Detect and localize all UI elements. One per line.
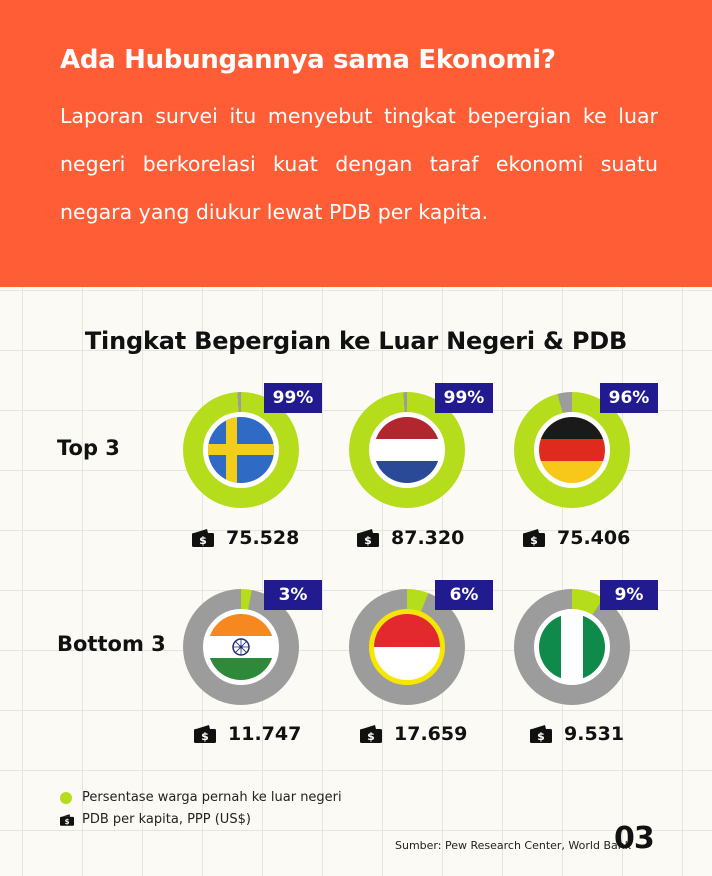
netherlands-flag-icon xyxy=(369,412,445,488)
svg-text:$: $ xyxy=(364,534,372,547)
gdp-netherlands: $ 87.320 xyxy=(357,526,464,550)
percent-badge-netherlands: 99% xyxy=(435,383,493,413)
gdp-sweden: $ 75.528 xyxy=(192,526,299,550)
svg-text:$: $ xyxy=(367,730,375,743)
sweden-flag-icon xyxy=(203,412,279,488)
svg-text:$: $ xyxy=(537,730,545,743)
donut-sweden xyxy=(183,392,299,508)
legend-item-percent: Persentase warga pernah ke luar negeri xyxy=(60,790,342,805)
wallet-icon: $ xyxy=(360,725,382,743)
header-title: Ada Hubungannya sama Ekonomi? xyxy=(60,45,556,75)
green-dot-icon xyxy=(60,791,72,804)
nigeria-flag-icon xyxy=(534,609,610,685)
wallet-icon: $ xyxy=(357,529,379,547)
svg-text:$: $ xyxy=(530,534,538,547)
svg-text:$: $ xyxy=(201,730,209,743)
row-label-bottom: Bottom 3 xyxy=(57,632,166,656)
percent-badge-indonesia: 6% xyxy=(435,580,493,610)
wallet-icon: $ xyxy=(530,725,552,743)
donut-netherlands xyxy=(349,392,465,508)
grid-background xyxy=(0,287,712,876)
svg-text:$: $ xyxy=(65,817,70,825)
row-label-top: Top 3 xyxy=(57,436,120,460)
gdp-value: 75.406 xyxy=(557,527,631,549)
germany-flag-icon xyxy=(534,412,610,488)
wallet-icon: $ xyxy=(194,725,216,743)
gdp-value: 17.659 xyxy=(394,723,468,745)
wallet-icon: $ xyxy=(523,529,545,547)
chart-title: Tingkat Bepergian ke Luar Negeri & PDB xyxy=(84,327,628,355)
percent-badge-germany: 96% xyxy=(600,383,658,413)
gdp-value: 9.531 xyxy=(564,723,625,745)
header-body-text: Laporan survei itu menyebut tingkat bepe… xyxy=(60,104,658,224)
gdp-value: 11.747 xyxy=(228,723,302,745)
svg-text:$: $ xyxy=(199,534,207,547)
india-flag-icon xyxy=(203,609,279,685)
gdp-india: $ 11.747 xyxy=(194,722,301,746)
gdp-indonesia: $ 17.659 xyxy=(360,722,467,746)
gdp-value: 87.320 xyxy=(391,527,465,549)
donut-india xyxy=(183,589,299,705)
gdp-nigeria: $ 9.531 xyxy=(530,722,624,746)
legend-label: PDB per kapita, PPP (US$) xyxy=(82,812,251,827)
page-number: 03 xyxy=(614,821,655,856)
donut-germany xyxy=(514,392,630,508)
legend-item-gdp: $ PDB per kapita, PPP (US$) xyxy=(60,812,251,827)
indonesia-flag-icon xyxy=(369,609,445,685)
header-banner: Ada Hubungannya sama Ekonomi? Laporan su… xyxy=(0,0,712,287)
gdp-germany: $ 75.406 xyxy=(523,526,630,550)
percent-badge-india: 3% xyxy=(264,580,322,610)
wallet-icon: $ xyxy=(60,813,74,826)
wallet-icon: $ xyxy=(192,529,214,547)
percent-badge-nigeria: 9% xyxy=(600,580,658,610)
gdp-value: 75.528 xyxy=(226,527,300,549)
legend-label: Persentase warga pernah ke luar negeri xyxy=(82,790,342,805)
percent-badge-sweden: 99% xyxy=(264,383,322,413)
source-note: Sumber: Pew Research Center, World Bank xyxy=(395,839,632,852)
